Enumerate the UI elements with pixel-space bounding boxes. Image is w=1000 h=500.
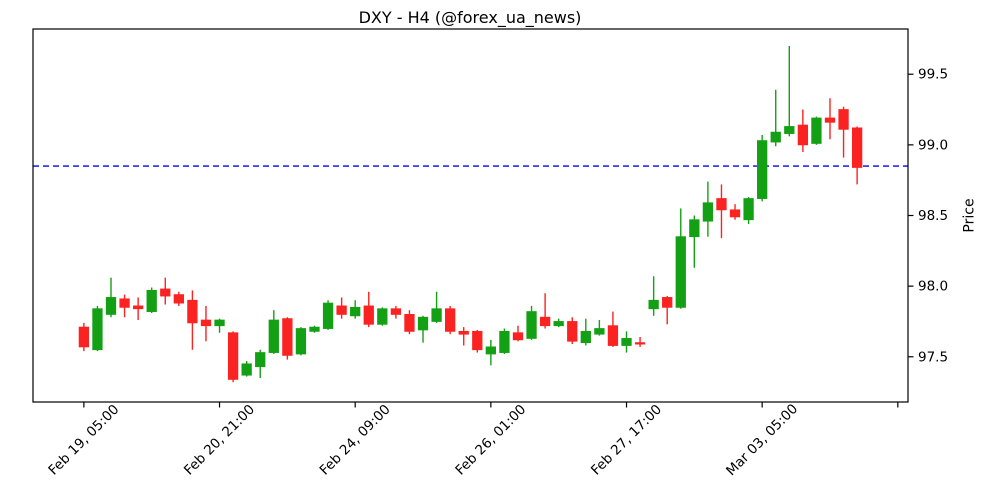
candle-body-down	[404, 314, 415, 332]
x-tick-label: Feb 19, 05:00	[45, 402, 122, 479]
candle-body-up	[594, 328, 605, 335]
candle-body-down	[634, 342, 646, 345]
candle-body-down	[363, 305, 374, 325]
candle-body-down	[539, 316, 551, 327]
candle-body-up	[689, 219, 700, 238]
candle-body-up	[811, 117, 822, 144]
x-tick-label: Feb 27, 17:00	[588, 402, 665, 479]
candle-body-up	[485, 346, 496, 355]
candle-body-down	[227, 332, 239, 380]
y-tick-label: 99.5	[918, 67, 948, 83]
candle-body-up	[105, 297, 117, 315]
y-tick-label: 98.5	[918, 208, 948, 224]
candle-body-up	[146, 289, 157, 312]
candle-body-up	[92, 308, 103, 351]
candle-body-up	[675, 236, 686, 308]
y-tick-label: 98.0	[918, 279, 948, 295]
candle-body-down	[173, 294, 184, 304]
candle-body-down	[458, 330, 469, 335]
candle-body-down	[119, 298, 130, 308]
candle-body-up	[553, 321, 564, 327]
y-axis-label: Price	[962, 198, 978, 232]
candle-body-down	[187, 299, 198, 324]
candle-body-down	[797, 124, 809, 146]
candle-body-up	[702, 202, 714, 222]
candle-body-up	[214, 319, 225, 327]
candle-body-down	[716, 198, 727, 211]
candle-body-down	[282, 318, 293, 356]
candle-body-up	[241, 363, 252, 376]
candle-body-up	[499, 330, 510, 353]
x-tick-label: Mar 03, 05:00	[723, 401, 801, 479]
candle-body-up	[784, 126, 795, 134]
candle-body-up	[580, 330, 591, 344]
candle-body-down	[445, 308, 456, 332]
candle-body-down	[78, 326, 90, 348]
candle-body-up	[431, 308, 442, 322]
plot-layer: 97.5 98.0 98.5 99.0 99.5 Feb 19, 05:00 Feb 20,…	[32, 28, 948, 479]
candle-body-up	[757, 140, 768, 199]
candle-body-down	[512, 332, 524, 341]
candle-body-down	[607, 325, 619, 346]
candle-body-up	[417, 316, 429, 331]
candle-body-down	[390, 308, 402, 315]
candle-body-up	[526, 311, 537, 339]
candle-body-up	[295, 328, 307, 355]
candle-body-down	[729, 209, 741, 218]
candle-body-up	[377, 308, 388, 325]
candle-body-up	[770, 131, 781, 143]
candle-body-down	[472, 330, 483, 351]
candle-body-up	[648, 299, 659, 310]
candle-body-down	[160, 288, 171, 297]
candle-body-up	[255, 352, 266, 368]
candle-body-down	[851, 127, 863, 168]
candle-body-down	[662, 297, 673, 308]
candle-body-up	[621, 338, 632, 346]
candle-body-down	[200, 319, 212, 327]
candle-body-down	[132, 305, 144, 310]
candle-body-down	[336, 305, 347, 315]
candle-body-down	[824, 117, 836, 123]
candle-body-up	[743, 198, 754, 221]
candle-body-up	[309, 326, 320, 332]
candle-body-up	[268, 319, 279, 353]
y-tick-label: 97.5	[918, 349, 948, 365]
plot-border	[32, 28, 909, 403]
candle-body-up	[350, 306, 361, 317]
candle-body-down	[838, 109, 849, 130]
y-tick-label: 99.0	[918, 137, 948, 153]
x-tick-label: Feb 20, 21:00	[181, 402, 258, 479]
candle-body-up	[322, 302, 334, 329]
chart-title: DXY - H4 (@forex_ua_news)	[359, 8, 582, 28]
x-tick-label: Feb 24, 09:00	[317, 402, 394, 479]
candle-body-down	[567, 321, 578, 342]
x-tick-label: Feb 26, 01:00	[452, 402, 529, 479]
